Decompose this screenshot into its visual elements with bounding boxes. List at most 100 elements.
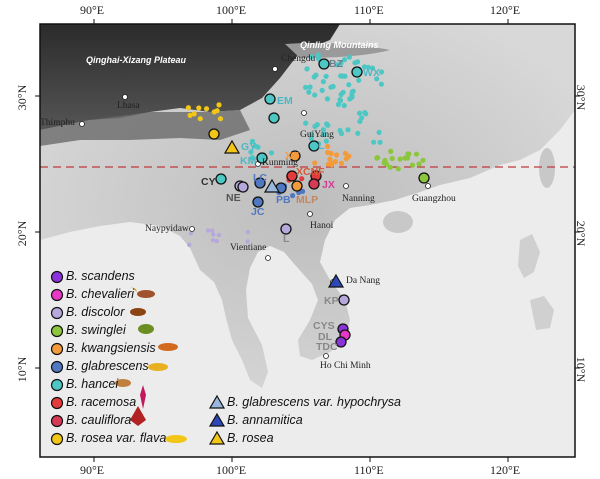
occurrence-point bbox=[307, 84, 313, 90]
plateau-shade bbox=[40, 110, 250, 146]
legend-item-label: B. chevalieri bbox=[66, 287, 135, 301]
illustrations bbox=[115, 287, 187, 443]
occurrence-point bbox=[245, 229, 251, 235]
legend-item-label: B. racemosa bbox=[66, 395, 137, 409]
left-tick-label: 10°N bbox=[15, 356, 30, 383]
map-border bbox=[39, 23, 576, 458]
site-marker bbox=[215, 173, 227, 185]
occurrence-point bbox=[187, 242, 192, 247]
site-marker bbox=[286, 170, 298, 182]
occurrence-point bbox=[205, 228, 211, 233]
occurrence-point bbox=[323, 138, 329, 144]
occurrence-point bbox=[197, 116, 203, 122]
site-marker bbox=[208, 128, 220, 140]
bird-icon bbox=[131, 287, 155, 298]
occurrence-point bbox=[333, 152, 340, 158]
occurrence-point bbox=[245, 239, 250, 244]
occurrence-point bbox=[416, 161, 422, 167]
occurrence-point bbox=[356, 110, 363, 116]
legend-item-label: B. glabrescens var. hypochrysa bbox=[227, 395, 401, 409]
site-label: BZ bbox=[329, 58, 343, 70]
bottom-tick-label: 110°E bbox=[354, 463, 384, 477]
occurrence-point bbox=[306, 89, 312, 95]
occurrence-point bbox=[315, 52, 321, 58]
legend-item-label: B. rosea var. flava bbox=[66, 431, 167, 445]
site-label: KP bbox=[324, 295, 339, 307]
occurrence-point bbox=[365, 64, 371, 70]
site-label: CYS bbox=[313, 320, 335, 332]
city-label: Nanning bbox=[342, 194, 375, 204]
bottom-tick-label: 100°E bbox=[216, 463, 247, 477]
qinling-ridge bbox=[285, 42, 390, 58]
city-marker-icon bbox=[189, 226, 195, 232]
flower-icon bbox=[140, 385, 146, 409]
bottom-tick-label: 90°E bbox=[80, 463, 105, 477]
occurrence-point bbox=[253, 143, 259, 149]
city-marker-icon bbox=[425, 183, 431, 189]
occurrence-point bbox=[397, 156, 403, 162]
site-marker bbox=[280, 223, 292, 235]
city-label: Da Nang bbox=[346, 276, 381, 286]
occurrence-point bbox=[409, 162, 416, 168]
site-label: GY bbox=[241, 141, 257, 153]
site-label: MLP bbox=[296, 194, 319, 206]
site-label: WX bbox=[363, 67, 380, 79]
top-tick-label: 90°E bbox=[80, 3, 105, 17]
occurrence-point bbox=[389, 155, 395, 162]
city-marker-icon bbox=[79, 121, 85, 127]
occurrence-point bbox=[303, 84, 309, 90]
site-label: L bbox=[283, 233, 290, 245]
legend-item-label: B. swinglei bbox=[66, 323, 126, 337]
occurrence-point bbox=[249, 138, 256, 144]
site-label: XY bbox=[285, 150, 300, 162]
site-markers bbox=[208, 58, 430, 348]
bird-icon bbox=[115, 379, 131, 387]
occurrence-point bbox=[216, 232, 222, 238]
occurrence-point bbox=[341, 57, 348, 63]
occurrence-point bbox=[187, 112, 193, 118]
site-marker bbox=[268, 112, 280, 124]
occurrence-point bbox=[328, 150, 334, 156]
occurrence-point bbox=[337, 97, 343, 103]
occurrence-point bbox=[340, 89, 346, 95]
occurrence-point bbox=[406, 151, 412, 157]
taiwan-island bbox=[539, 148, 555, 188]
fruit-icon bbox=[165, 435, 187, 443]
site-label: NE bbox=[226, 192, 241, 204]
site-label: LC bbox=[253, 172, 267, 184]
site-marker bbox=[351, 66, 363, 78]
occurrence-point bbox=[324, 121, 330, 127]
legend-marker bbox=[50, 432, 64, 446]
occurrence-point bbox=[388, 148, 394, 154]
site-marker bbox=[254, 177, 266, 189]
left-tick-label: 20°N bbox=[15, 220, 30, 247]
legend-item-label: B. hancei bbox=[66, 377, 119, 391]
legend-item-label: B. scandens bbox=[66, 269, 135, 283]
occurrence-point bbox=[327, 156, 333, 162]
occurrence-point bbox=[420, 157, 426, 163]
occurrence-point bbox=[188, 231, 194, 236]
occurrence-point bbox=[342, 150, 348, 156]
occurrence-point bbox=[203, 106, 210, 112]
occurrence-point bbox=[356, 77, 362, 83]
site-marker bbox=[338, 294, 350, 306]
occurrence-point bbox=[312, 92, 318, 98]
occurrence-point bbox=[313, 72, 319, 78]
occurrence-point bbox=[387, 164, 393, 170]
axis-ticks bbox=[35, 19, 580, 462]
legend-marker bbox=[50, 342, 64, 356]
occurrence-point bbox=[217, 116, 224, 122]
legend-marker bbox=[50, 324, 64, 338]
legend-marker bbox=[208, 430, 226, 445]
legend-marker bbox=[208, 412, 226, 427]
site-label: JC bbox=[251, 206, 265, 218]
site-label: DL bbox=[318, 331, 332, 343]
legend-marker bbox=[50, 378, 64, 392]
legend-item-label: B. annamitica bbox=[227, 413, 303, 427]
occurrence-point bbox=[211, 232, 216, 237]
legend-marker bbox=[50, 270, 64, 284]
site-label: CY bbox=[201, 176, 216, 188]
legend-item-label: B. kwangsiensis bbox=[66, 341, 156, 355]
occurrence-point bbox=[362, 110, 368, 116]
occurrence-point bbox=[349, 94, 355, 100]
